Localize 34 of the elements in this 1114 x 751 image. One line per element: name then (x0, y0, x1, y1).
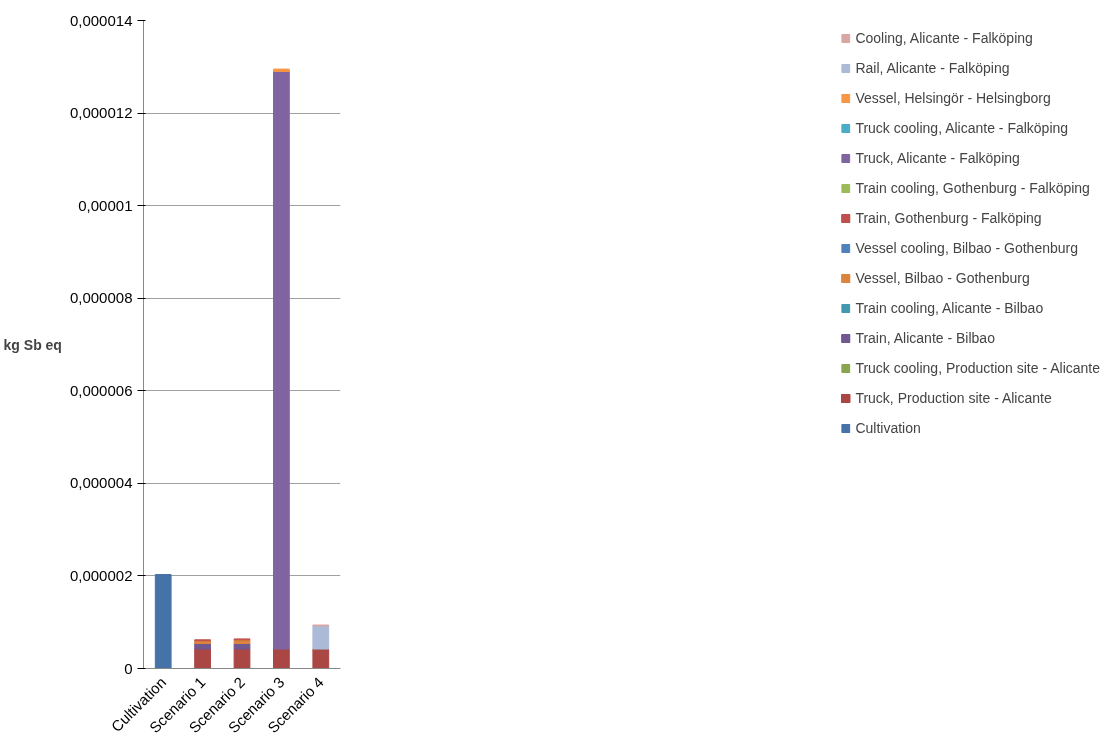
y-tick-label: 0,000006 (69, 381, 133, 399)
legend-label: Truck cooling, Alicante - Falköping (855, 120, 1069, 136)
legend-label: Truck cooling, Production site - Alicante (855, 360, 1100, 376)
bar (312, 625, 330, 650)
y-tick-label: 0 (124, 659, 133, 677)
legend-label: Train, Gothenburg - Falköping (855, 210, 1042, 226)
bar (233, 643, 251, 650)
y-tick-label: 0,000014 (69, 11, 133, 29)
bar (273, 68, 290, 72)
legend-label: Rail, Alicante - Falköping (855, 60, 1010, 76)
legend-label: Cultivation (855, 420, 921, 436)
legend-label: Truck, Alicante - Falköping (855, 150, 1020, 166)
y-tick-label: 0,00001 (78, 196, 133, 214)
bar (273, 648, 290, 669)
legend-label: Truck, Production site - Alicante (855, 390, 1052, 406)
bar (194, 648, 211, 669)
bar (312, 648, 330, 669)
bar (273, 70, 290, 650)
legend-label: Train, Alicante - Bilbao (855, 330, 995, 346)
legend-label: Vessel cooling, Bilbao - Gothenburg (855, 240, 1078, 256)
y-tick-label: 0,000012 (69, 104, 133, 122)
bar (154, 574, 172, 669)
y-axis-title: kg Sb eq (3, 336, 62, 353)
bar (233, 639, 251, 645)
legend-label: Train cooling, Alicante - Bilbao (855, 300, 1044, 316)
y-tick-label: 0,000002 (69, 566, 133, 584)
legend-label: Train cooling, Gothenburg - Falköping (855, 180, 1090, 196)
y-tick-label: 0,000004 (69, 474, 133, 492)
legend-label: Vessel, Helsingör - Helsingborg (855, 90, 1051, 106)
legend-label: Vessel, Bilbao - Gothenburg (855, 270, 1030, 286)
bar (233, 648, 251, 669)
y-tick-label: 0,000008 (69, 289, 133, 307)
legend-label: Cooling, Alicante - Falköping (855, 30, 1033, 46)
bar (194, 643, 211, 650)
